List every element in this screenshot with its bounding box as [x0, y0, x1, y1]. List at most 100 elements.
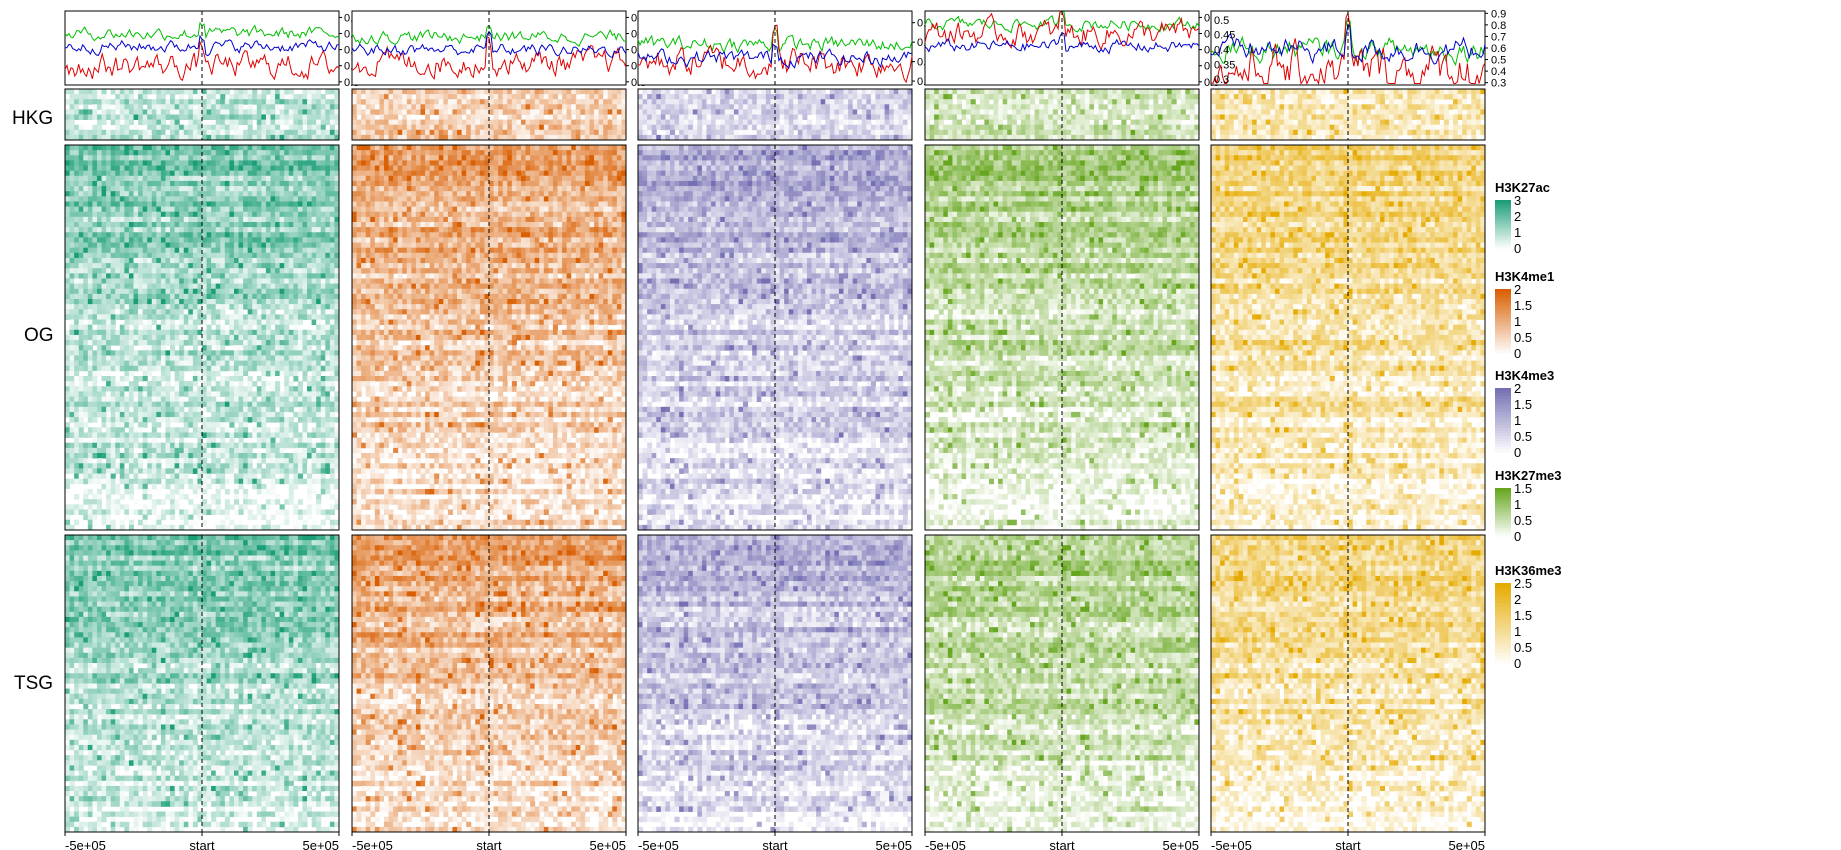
heatmap-cell: [83, 278, 89, 284]
heatmap-cell: [119, 170, 125, 177]
heatmap-cell: [156, 447, 162, 454]
heatmap-cell: [215, 329, 221, 336]
heatmap-cell: [215, 186, 221, 192]
heatmap-cell: [106, 524, 112, 531]
heatmap-cell: [302, 509, 308, 515]
heatmap-cell: [302, 432, 308, 438]
heatmap-cell: [92, 227, 98, 233]
heatmap-cell: [197, 340, 203, 346]
heatmap-cell: [165, 242, 171, 249]
heatmap-cell: [224, 304, 230, 310]
heatmap-cell: [233, 376, 240, 382]
heatmap-cell: [156, 175, 162, 182]
heatmap-cell: [297, 417, 303, 423]
heatmap-cell: [247, 196, 253, 202]
heatmap-cell: [211, 427, 217, 433]
heatmap-cell: [101, 257, 107, 264]
heatmap-cell: [138, 319, 144, 326]
heatmap-cell: [179, 396, 185, 403]
heatmap-cell: [160, 334, 166, 341]
heatmap-cell: [83, 447, 89, 454]
heatmap-cell: [334, 417, 340, 423]
heatmap-cell: [138, 237, 144, 243]
heatmap-cell: [101, 237, 107, 243]
heatmap-cell: [284, 355, 290, 361]
heatmap-cell: [233, 488, 240, 495]
heatmap-cell: [320, 453, 326, 459]
heatmap-cell: [83, 453, 89, 459]
heatmap-cell: [288, 468, 294, 474]
heatmap-cell: [211, 535, 217, 541]
heatmap-cell: [311, 273, 317, 279]
heatmap-cell: [325, 509, 331, 515]
heatmap-cell: [142, 509, 148, 515]
heatmap-cell: [284, 304, 290, 310]
heatmap-cell: [284, 345, 290, 351]
heatmap-cell: [106, 478, 112, 485]
heatmap-cell: [179, 263, 185, 269]
heatmap-cell: [233, 227, 240, 233]
heatmap-cell: [243, 175, 249, 182]
heatmap-cell: [238, 242, 244, 249]
heatmap-cell: [325, 155, 331, 161]
heatmap-cell: [206, 473, 212, 480]
heatmap-cell: [307, 355, 313, 361]
heatmap-cell: [78, 437, 84, 444]
heatmap-cell: [311, 232, 317, 238]
heatmap-cell: [197, 365, 203, 372]
heatmap-cell: [238, 391, 244, 397]
heatmap-cell: [92, 340, 98, 346]
heatmap-cell: [329, 304, 335, 310]
heatmap-cell: [74, 309, 80, 315]
heatmap-cell: [320, 447, 326, 454]
heatmap-cell: [215, 242, 221, 249]
heatmap-cell: [87, 540, 93, 546]
heatmap-cell: [174, 427, 180, 433]
heatmap-cell: [183, 427, 189, 433]
heatmap-cell: [92, 560, 98, 567]
heatmap-cell: [220, 442, 226, 449]
heatmap-cell: [101, 206, 107, 213]
heatmap-cell: [279, 180, 285, 187]
heatmap-cell: [206, 104, 212, 110]
heatmap-cell: [334, 396, 340, 403]
heatmap-cell: [142, 94, 148, 100]
heatmap-cell: [128, 104, 134, 110]
heatmap-cell: [284, 145, 290, 151]
heatmap-cell: [174, 309, 180, 315]
heatmap-cell: [270, 381, 276, 387]
heatmap-cell: [192, 257, 198, 264]
heatmap-cell: [265, 232, 271, 238]
heatmap-cell: [65, 191, 71, 197]
heatmap-cell: [206, 355, 212, 361]
heatmap-cell: [329, 324, 335, 331]
heatmap-cell: [229, 232, 235, 238]
heatmap-cell: [160, 411, 166, 418]
heatmap-cell: [115, 175, 121, 182]
heatmap-cell: [279, 293, 285, 300]
heatmap-cell: [325, 468, 331, 474]
heatmap-cell: [65, 350, 71, 356]
heatmap-cell: [192, 119, 198, 126]
heatmap-cell: [165, 560, 171, 567]
heatmap-cell: [334, 401, 340, 408]
heatmap-cell: [265, 540, 271, 546]
heatmap-cell: [243, 109, 249, 115]
heatmap-cell: [192, 288, 198, 295]
heatmap-cell: [238, 370, 244, 377]
heatmap-cell: [229, 391, 235, 397]
heatmap-cell: [165, 186, 171, 192]
heatmap-cell: [142, 401, 148, 408]
heatmap-cell: [334, 376, 340, 382]
heatmap-cell: [297, 170, 303, 177]
heatmap-cell: [329, 119, 335, 126]
heatmap-cell: [78, 365, 84, 372]
heatmap-cell: [96, 329, 103, 336]
heatmap-cell: [270, 304, 276, 310]
heatmap-cell: [188, 257, 194, 264]
heatmap-cell: [115, 396, 121, 403]
heatmap-cell: [74, 550, 80, 556]
heatmap-cell: [133, 365, 139, 372]
heatmap-cell: [238, 252, 244, 259]
heatmap-cell: [142, 232, 148, 238]
